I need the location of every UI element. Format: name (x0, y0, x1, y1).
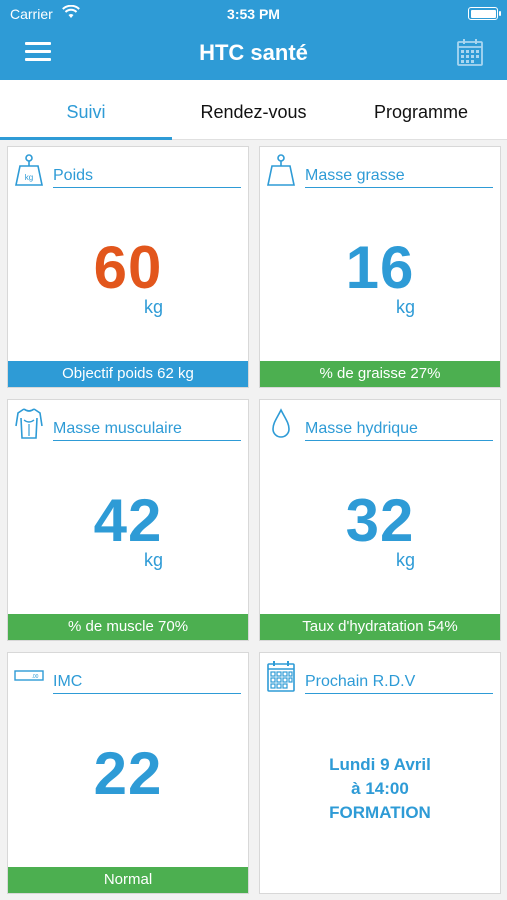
scale-weight-icon: kg (15, 154, 43, 186)
card-masse-musculaire[interactable]: Masse musculaire 42 kg % de muscle 70% (7, 399, 249, 641)
svg-text:.00: .00 (32, 674, 39, 680)
tab-suivi[interactable]: Suivi (66, 102, 106, 122)
tab-bar: Suivi Rendez-vous Programme (0, 80, 507, 140)
rdv-title: FORMATION (329, 803, 431, 822)
tab-rendez-vous[interactable]: Rendez-vous (200, 102, 307, 122)
card-value: 32 (345, 487, 415, 554)
card-value: 16 (345, 234, 415, 301)
app-title: HTC santé (199, 40, 308, 65)
carrier-label: Carrier (10, 6, 53, 22)
rdv-date: Lundi 9 Avril (329, 755, 431, 774)
card-prochain-rdv[interactable]: Prochain R.D.V Lundi 9 Avril à 14:00 FOR… (259, 652, 501, 894)
card-label: Poids (53, 167, 241, 188)
card-masse-grasse[interactable]: Masse grasse 16 kg % de graisse 27% (259, 146, 501, 388)
hamburger-menu-icon[interactable] (25, 42, 51, 62)
rdv-details: Lundi 9 Avril à 14:00 FORMATION (260, 753, 500, 825)
card-label: Masse hydrique (305, 420, 493, 441)
card-unit: kg (144, 550, 164, 570)
calendar-icon[interactable] (457, 38, 483, 66)
card-masse-hydrique[interactable]: Masse hydrique 32 kg Taux d'hydratation … (259, 399, 501, 641)
card-footer: Taux d'hydratation 54% (260, 614, 500, 640)
water-drop-icon (272, 408, 290, 438)
status-time: 3:53 PM (227, 6, 280, 22)
card-footer: % de muscle 70% (8, 614, 248, 640)
card-value: 42 (93, 487, 163, 554)
card-unit: kg (396, 297, 416, 317)
card-footer: Objectif poids 62 kg (8, 361, 248, 387)
body-icon (15, 408, 43, 439)
card-label: Prochain R.D.V (305, 673, 493, 694)
dashboard-grid: kg Poids 60 kg Objectif poids 62 kg Mass… (0, 140, 507, 900)
active-tab-indicator (0, 137, 172, 140)
card-footer: % de graisse 27% (260, 361, 500, 387)
wifi-icon (62, 5, 80, 18)
card-label: IMC (53, 673, 241, 694)
scale-icon (267, 154, 295, 186)
card-value: 22 (93, 740, 163, 807)
card-label: Masse musculaire (53, 420, 241, 441)
battery-icon (468, 7, 501, 20)
tab-programme[interactable]: Programme (373, 102, 469, 122)
svg-text:kg: kg (25, 173, 33, 182)
status-bar: Carrier 3:53 PM (0, 0, 507, 28)
card-unit: kg (396, 550, 416, 570)
card-unit: kg (144, 297, 164, 317)
display-icon: .00 (14, 670, 44, 681)
card-value: 60 (93, 234, 163, 301)
card-imc[interactable]: .00 IMC 22 Normal (7, 652, 249, 894)
calendar-icon (267, 661, 295, 692)
card-footer: Normal (8, 867, 248, 893)
app-header: Carrier 3:53 PM HTC santé (0, 0, 507, 80)
card-label: Masse grasse (305, 167, 493, 188)
rdv-time: à 14:00 (351, 779, 409, 798)
card-poids[interactable]: kg Poids 60 kg Objectif poids 62 kg (7, 146, 249, 388)
